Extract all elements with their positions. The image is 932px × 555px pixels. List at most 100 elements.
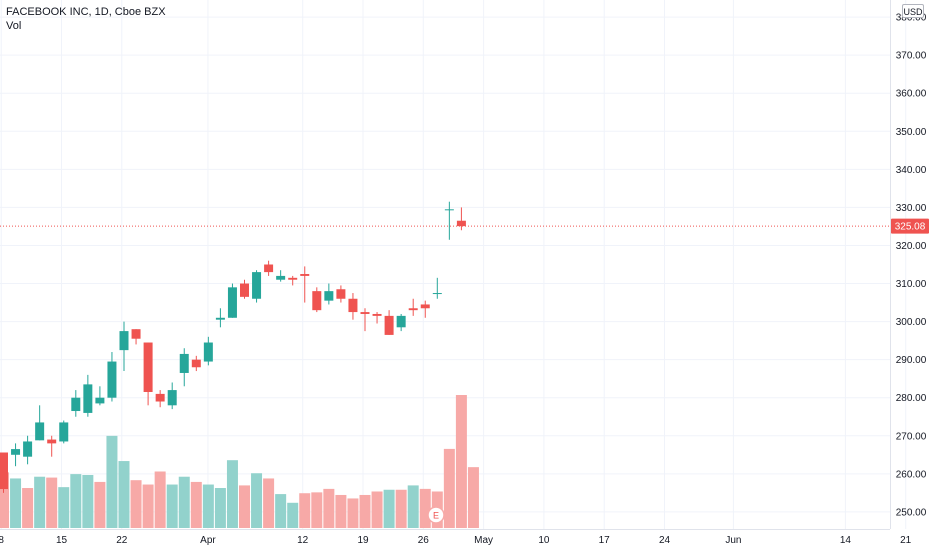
candle-body (167, 390, 177, 406)
candle (179, 348, 189, 387)
candle (420, 300, 430, 318)
volume-legend-label[interactable]: Vol (6, 20, 22, 32)
candle-body (59, 422, 69, 442)
price-tick-label: 270.00 (896, 431, 927, 442)
volume-bar (46, 477, 58, 528)
candle-body (264, 264, 274, 273)
candle-body (396, 315, 406, 328)
earnings-marker[interactable]: E (427, 506, 445, 524)
candle (0, 452, 8, 493)
volume-bar (251, 473, 263, 528)
candle-body (95, 397, 105, 404)
candle-body (179, 353, 189, 373)
grid (0, 0, 907, 529)
volume-bar (359, 494, 371, 528)
candle-body (203, 342, 213, 362)
last-price-label-group: 325.08 (891, 218, 929, 234)
candle-body (456, 220, 466, 227)
volume-bar (407, 485, 419, 528)
volume-bar (455, 395, 467, 528)
candle-body (348, 298, 358, 313)
time-tick-label: 15 (56, 535, 68, 546)
last-price-label: 325.08 (895, 222, 926, 233)
volume-bar (142, 484, 154, 528)
time-tick-label: Apr (200, 535, 216, 546)
candle-body (336, 289, 346, 299)
currency-button[interactable]: USD (902, 4, 924, 18)
candle-body (432, 293, 442, 295)
candle-body (408, 308, 418, 311)
volume-bar (22, 488, 34, 528)
candle-body (35, 422, 45, 441)
candle (456, 207, 466, 231)
volume-bar (130, 480, 142, 528)
chart-legend: FACEBOOK INC, 1D, Cboe BZX Vol (6, 5, 166, 33)
candle (47, 435, 57, 457)
candle-body (240, 283, 249, 297)
volume-bar (467, 467, 479, 528)
candle-body (276, 275, 286, 280)
candle (131, 329, 141, 345)
time-tick-label: 24 (659, 535, 671, 546)
candle-body (372, 313, 382, 316)
candle-body (420, 304, 430, 309)
time-tick-label: 21 (900, 535, 912, 546)
symbol-title[interactable]: FACEBOOK INC, 1D, Cboe BZX (6, 6, 166, 18)
price-tick-label: 360.00 (896, 89, 927, 100)
candle (252, 270, 262, 303)
time-tick-label: 12 (297, 535, 309, 546)
candle (444, 201, 454, 240)
candlesticks (0, 201, 466, 493)
candle-body (119, 331, 129, 351)
price-tick-label: 280.00 (896, 393, 927, 404)
candle (59, 420, 69, 444)
price-tick-label: 380.00 (896, 13, 927, 24)
price-tick-label: 350.00 (896, 127, 927, 138)
earnings-marker-label: E (433, 511, 439, 521)
volume-bar (311, 492, 323, 528)
volume-bar (371, 491, 383, 528)
candle-body (360, 312, 370, 314)
candle-body (324, 291, 334, 301)
price-tick-label: 290.00 (896, 355, 927, 366)
candle (384, 310, 394, 335)
candle (143, 342, 153, 406)
time-tick-label: 14 (840, 535, 852, 546)
candle (240, 279, 249, 299)
volume-bar (347, 498, 359, 528)
time-tick-label: 17 (599, 535, 611, 546)
price-tick-label: 250.00 (896, 507, 927, 518)
candle (35, 405, 45, 441)
candle (227, 283, 237, 318)
candle (276, 270, 286, 282)
volume-bar (0, 472, 9, 528)
candle-body (444, 209, 454, 211)
candle-body (83, 384, 93, 413)
volume-bars (0, 395, 479, 528)
time-scale[interactable]: 8 15 22 Apr 12 19 26 May 10 17 24 Jun 14 21 (0, 535, 912, 546)
candle (11, 443, 21, 467)
candle (203, 336, 213, 366)
volume-bar (239, 485, 250, 528)
price-tick-label: 260.00 (896, 469, 927, 480)
last-price-label-bg (891, 218, 929, 234)
volume-bar (335, 494, 347, 528)
candle (215, 308, 225, 328)
candle-body (288, 277, 298, 280)
candle-body (252, 272, 262, 299)
candle (83, 374, 93, 417)
candle (167, 382, 177, 410)
price-scale[interactable]: 250.00 260.00 270.00 280.00 290.00 300.00 310.… (896, 13, 927, 519)
volume-bar (190, 481, 202, 528)
candle (95, 386, 105, 406)
candle (107, 352, 117, 402)
candle-body (191, 359, 201, 368)
price-tick-label: 330.00 (896, 203, 927, 214)
price-tick-label: 320.00 (896, 241, 927, 252)
earnings-marker-circle[interactable] (427, 506, 445, 524)
candle (432, 277, 442, 299)
volume-bar (94, 481, 106, 528)
candle-body (215, 317, 225, 320)
